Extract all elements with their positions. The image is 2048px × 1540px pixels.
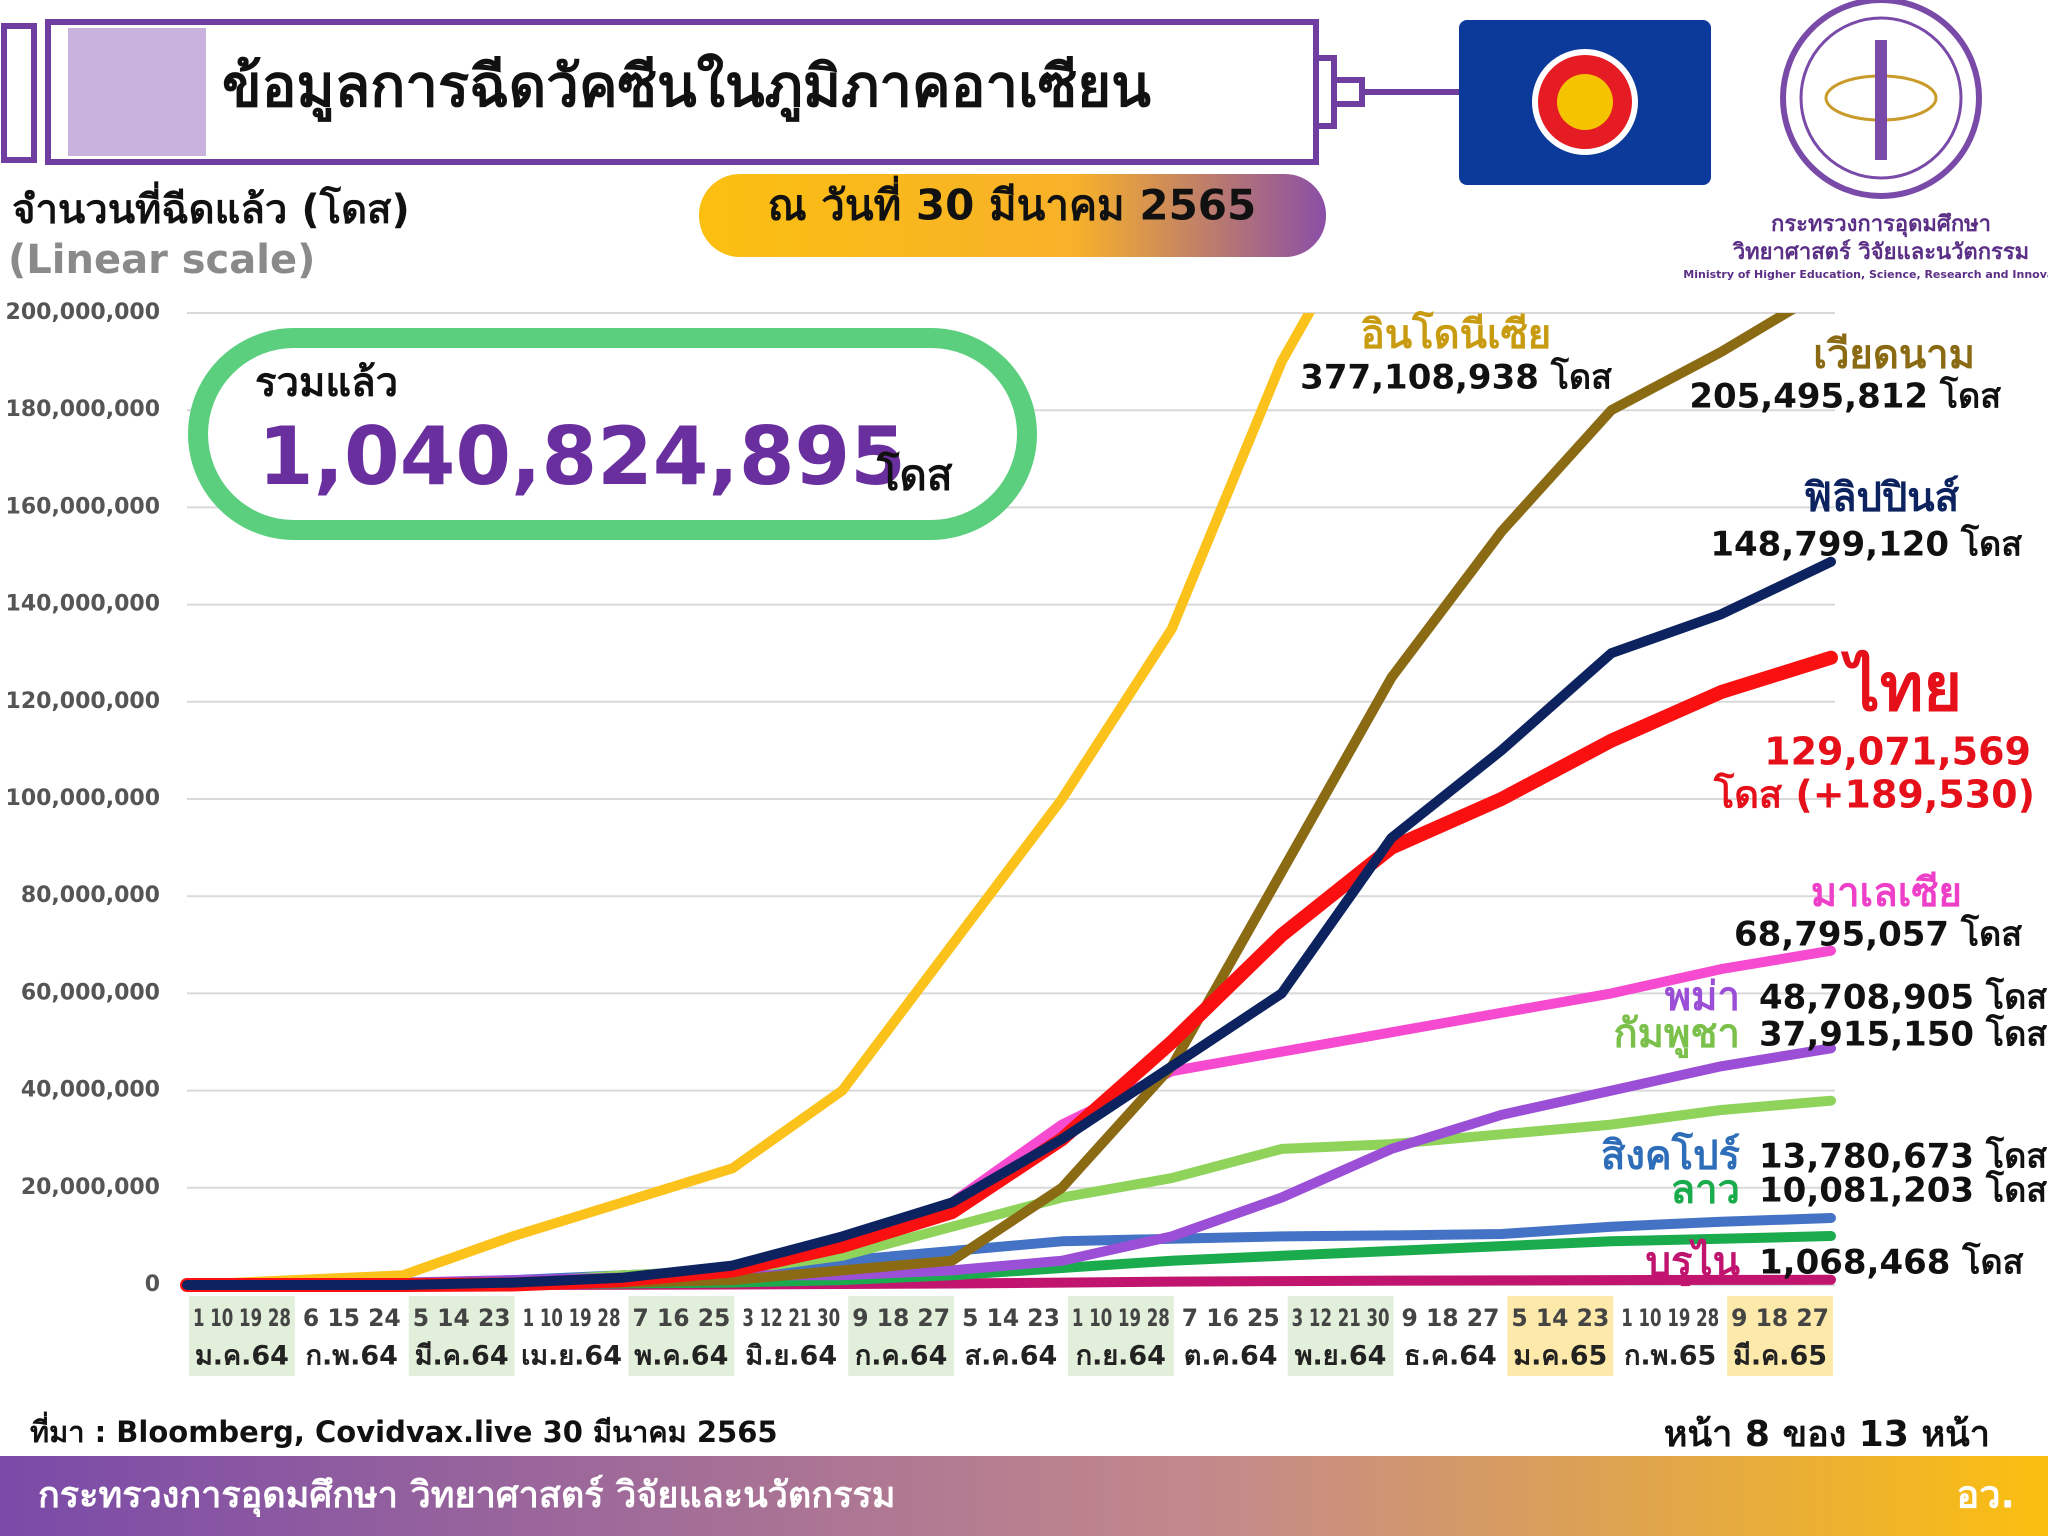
legend-label: กัมพูชา [1613, 1011, 1740, 1058]
y-tick-label: 40,000,000 [21, 1078, 160, 1103]
y-axis-label: จำนวนที่ฉีดแล้ว (โดส) [12, 181, 410, 233]
x-tick-label: ต.ค.64 [1184, 1341, 1278, 1372]
day-tick-label: 7 16 25 [632, 1304, 730, 1332]
x-tick-label: ส.ค.64 [965, 1341, 1058, 1372]
day-tick-label: 3 12 21 30 [1292, 1304, 1390, 1332]
y-tick-label: 120,000,000 [6, 689, 160, 714]
series-line [180, 650, 1838, 1292]
x-tick-label: ม.ค.65 [1513, 1341, 1607, 1372]
day-tick-label: 6 15 24 [303, 1304, 401, 1332]
day-tick-label: 9 18 27 [1402, 1304, 1500, 1332]
series-line [182, 556, 1836, 1290]
logo-text: Ministry of Higher Education, Science, R… [1683, 268, 2048, 281]
data-label: 205,495,812 โดส [1689, 376, 2001, 417]
data-label: 37,915,150 โดส [1759, 1014, 2047, 1055]
data-label: 13,780,673 โดส [1759, 1136, 2047, 1177]
category-background [628, 1296, 735, 1376]
source: ที่มา : Bloomberg, Covidvax.live 30 มีนา… [30, 1411, 778, 1449]
legend-label: บรูไน [1646, 1238, 1740, 1286]
category-background [1507, 1296, 1614, 1376]
data-label: 68,795,057 โดส [1734, 914, 2022, 955]
scale-note: (Linear scale) [8, 237, 315, 283]
x-tick-label: มี.ค.65 [1733, 1341, 1827, 1372]
lines [180, 313, 1838, 1292]
footer-short: อว. [1956, 1473, 2015, 1517]
y-tick-label: 180,000,000 [6, 397, 160, 422]
subtitle: ณ วันที่ 30 มีนาคม 2565 [768, 176, 1257, 230]
day-tick-label: 1 10 19 28 [1072, 1304, 1170, 1332]
plot: 0 20,000,000 40,000,000 60,000,000 80,000,00… [6, 300, 1838, 1376]
x-tick-label: ก.พ.64 [306, 1341, 398, 1372]
day-tick-label: 5 14 23 [962, 1304, 1060, 1332]
footer-bar [0, 1456, 2048, 1536]
series-line [182, 313, 1315, 1290]
syringe [1, 19, 1460, 165]
x-tick-label: ก.ย.64 [1076, 1341, 1166, 1372]
x-tick-label: ก.ค.64 [855, 1341, 948, 1372]
y-tick-label: 140,000,000 [6, 592, 160, 617]
x-tick-label: มิ.ย.64 [745, 1341, 837, 1372]
x-tick-label: ม.ค.64 [195, 1341, 289, 1372]
x-tick-label: ธ.ค.64 [1404, 1341, 1497, 1372]
legend-label: เวียดนาม [1813, 332, 1975, 378]
x-tick-label: พ.ย.64 [1295, 1341, 1387, 1372]
day-tick-label: 5 14 23 [1511, 1304, 1609, 1332]
x-tick-label: เม.ย.64 [521, 1341, 622, 1372]
footer-text: กระทรวงการอุดมศึกษา วิทยาศาสตร์ วิจัยและ… [38, 1474, 895, 1518]
data-label: 377,108,938 โดส [1300, 357, 1612, 398]
y-tick-label: 20,000,000 [21, 1175, 160, 1200]
data-label: 48,708,905 โดส [1759, 977, 2047, 1018]
data-label: 129,071,569 [1764, 730, 2031, 774]
legend-label: พม่า [1665, 974, 1740, 1020]
series-line [182, 1095, 1836, 1290]
total-unit: โดส [876, 451, 953, 500]
data-note: โดส (+189,530) [1713, 772, 2035, 817]
total-title: รวมแล้ว [255, 360, 398, 406]
ministry-logo [1780, 0, 1982, 199]
day-tick-label: 9 18 27 [1731, 1304, 1829, 1332]
day-tick-label: 1 10 19 28 [1621, 1304, 1719, 1332]
data-label: 10,081,203 โดส [1759, 1170, 2047, 1211]
day-tick-label: 3 12 21 30 [742, 1304, 840, 1332]
y-tick-label: 200,000,000 [6, 300, 160, 325]
day-tick-label: 1 10 19 28 [193, 1304, 291, 1332]
logo-text: วิทยาศาสตร์ วิจัยและนวัตกรรม [1732, 239, 2029, 265]
series-line [182, 945, 1836, 1290]
category-background [189, 1296, 295, 1376]
category-background [1067, 1296, 1174, 1376]
x-tick-label: ก.พ.65 [1624, 1341, 1716, 1372]
day-tick-label: 7 16 25 [1182, 1304, 1280, 1332]
y-tick-label: 100,000,000 [6, 786, 160, 811]
y-tick-label: 0 [145, 1272, 160, 1297]
category-background [1287, 1296, 1394, 1376]
title: ข้อมูลการฉีดวัคซีนในภูมิภาคอาเซียน [222, 52, 1151, 122]
category-background [408, 1296, 515, 1376]
y-tick-label: 80,000,000 [21, 883, 160, 908]
legend-label: ลาว [1671, 1167, 1740, 1213]
data-label: 1,068,468 โดส [1759, 1242, 2024, 1283]
category-background [848, 1296, 955, 1376]
logo-text: กระทรวงการอุดมศึกษา [1771, 212, 1991, 238]
page-number: หน้า 8 ของ 13 หน้า [1664, 1414, 1990, 1455]
total-box [188, 328, 1037, 540]
y-tick-label: 160,000,000 [6, 494, 160, 519]
data-label: 148,799,120 โดส [1710, 524, 2022, 565]
legend-label: มาเลเซีย [1811, 870, 1962, 916]
x-tick-label: พ.ค.64 [634, 1341, 728, 1372]
legend-label: ฟิลิปปินส์ [1804, 475, 1960, 521]
asean-flag [1459, 20, 1711, 185]
legend-label: อินโดนีเซีย [1361, 311, 1551, 358]
legend-label: สิงคโปร์ [1601, 1132, 1741, 1179]
date-pill [699, 174, 1326, 257]
day-tick-label: 5 14 23 [413, 1304, 511, 1332]
day-tick-label: 1 10 19 28 [523, 1304, 621, 1332]
day-tick-label: 9 18 27 [852, 1304, 950, 1332]
x-tick-label: มี.ค.64 [415, 1341, 509, 1372]
y-tick-label: 60,000,000 [21, 980, 160, 1005]
category-background [1727, 1296, 1833, 1376]
total-value: 1,040,824,895 [258, 410, 906, 503]
legend-label: ไทย [1841, 649, 1962, 726]
